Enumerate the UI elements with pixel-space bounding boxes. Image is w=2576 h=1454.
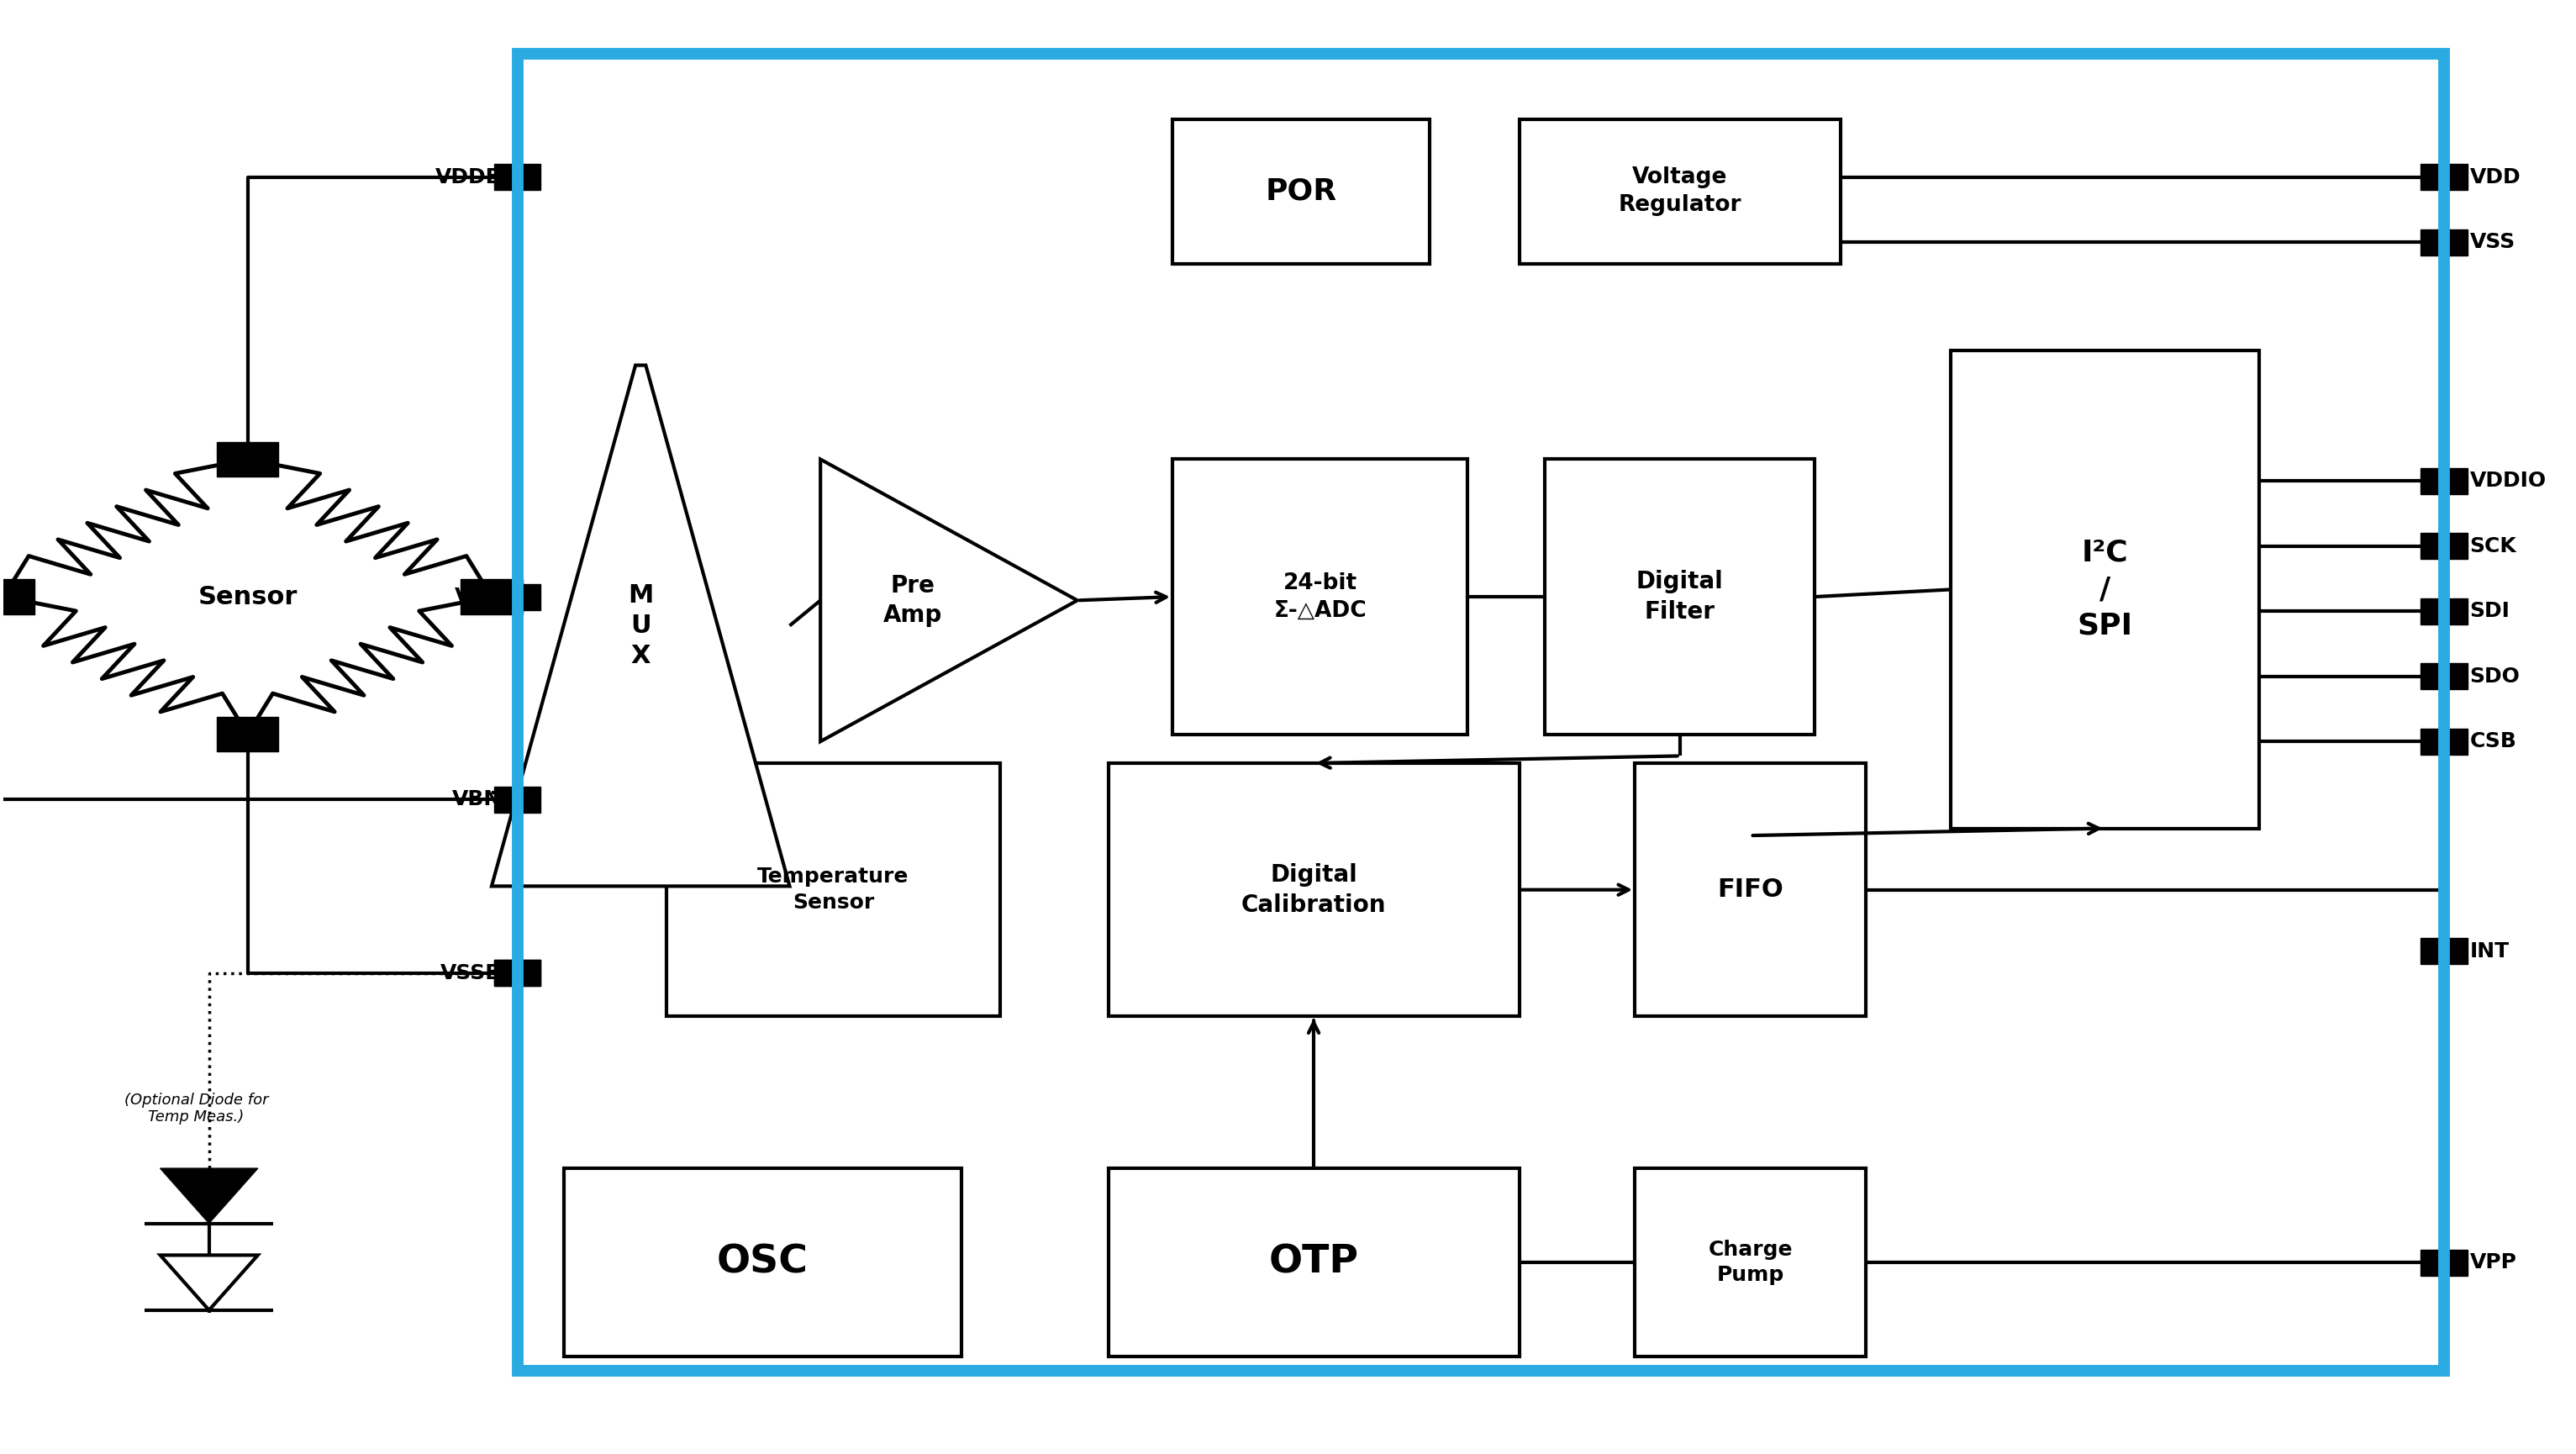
Text: I²C
/
SPI: I²C / SPI [2076, 539, 2133, 640]
Text: VBP: VBP [453, 586, 502, 606]
Text: 24-bit
Σ-△ADC: 24-bit Σ-△ADC [1273, 571, 1368, 621]
Text: CSB: CSB [2470, 731, 2517, 752]
Text: VDD: VDD [2470, 167, 2522, 188]
Polygon shape [160, 1255, 258, 1310]
Text: Charge
Pump: Charge Pump [1708, 1239, 1793, 1285]
Text: VPP: VPP [2470, 1252, 2517, 1272]
Bar [2421, 230, 2468, 256]
Bar [2421, 938, 2468, 964]
Text: Voltage
Regulator: Voltage Regulator [1618, 167, 1741, 217]
Text: VSSB: VSSB [440, 963, 502, 983]
Text: OTP: OTP [1267, 1243, 1358, 1281]
Bar [1546, 459, 1814, 734]
Text: VDDIO: VDDIO [2470, 471, 2545, 491]
Bar [461, 579, 523, 614]
Bar [1636, 1169, 1865, 1357]
Bar [2421, 164, 2468, 190]
Bar [0, 579, 33, 614]
Bar [564, 1169, 961, 1357]
Text: Sensor: Sensor [198, 585, 296, 609]
Bar [216, 717, 278, 752]
Bar [1520, 119, 1839, 265]
Bar [1108, 763, 1520, 1016]
Text: Digital
Filter: Digital Filter [1636, 570, 1723, 624]
Bar [216, 442, 278, 477]
Text: FIFO: FIFO [1718, 878, 1783, 901]
Bar [1950, 350, 2259, 829]
Text: SDO: SDO [2470, 666, 2519, 686]
Text: SCK: SCK [2470, 537, 2517, 557]
Bar [518, 54, 2445, 1371]
Polygon shape [819, 459, 1077, 742]
Bar [1636, 763, 1865, 1016]
Text: Pre
Amp: Pre Amp [884, 574, 943, 627]
Bar [2421, 468, 2468, 494]
Text: (Optional Diode for
Temp Meas.): (Optional Diode for Temp Meas.) [124, 1092, 268, 1125]
Text: VSS: VSS [2470, 233, 2514, 253]
Bar [1108, 1169, 1520, 1357]
Bar [495, 583, 541, 609]
Text: OSC: OSC [716, 1243, 809, 1281]
Polygon shape [160, 1169, 258, 1223]
Bar [1172, 459, 1468, 734]
Text: VDDB: VDDB [435, 167, 502, 188]
Text: M
U
X: M U X [629, 583, 654, 667]
Bar [2421, 598, 2468, 624]
Bar [2421, 663, 2468, 689]
Bar [667, 763, 999, 1016]
Bar [495, 164, 541, 190]
Bar [495, 960, 541, 986]
Bar [495, 960, 541, 986]
Bar [2421, 728, 2468, 755]
Bar [2421, 1249, 2468, 1275]
Text: INT: INT [2470, 941, 2509, 961]
Bar [495, 787, 541, 813]
Text: Digital
Calibration: Digital Calibration [1242, 864, 1386, 916]
Text: VBN: VBN [453, 790, 502, 810]
Bar [1172, 119, 1430, 265]
Polygon shape [492, 365, 791, 885]
Text: SDI: SDI [2470, 601, 2509, 621]
Text: Temperature
Sensor: Temperature Sensor [757, 867, 909, 913]
Bar [2421, 534, 2468, 560]
Text: POR: POR [1265, 177, 1337, 206]
